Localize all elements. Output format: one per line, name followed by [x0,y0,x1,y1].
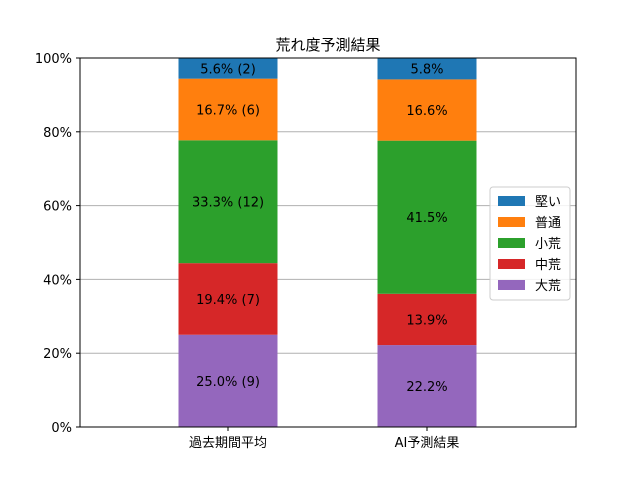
bar-segment [377,293,477,346]
legend-label: 小荒 [535,237,561,252]
chart-title: 荒れ度予測結果 [275,36,380,54]
y-tick-label: 80% [43,126,72,141]
plot-frame [79,57,577,428]
bar-segment [178,58,278,79]
bar-segment [377,58,477,80]
y-tick-label: 20% [43,347,72,362]
bar-segment-label: 5.8% [410,63,443,78]
bar-segment [178,263,278,335]
bar-segment-label: 19.4% (7) [196,293,260,308]
legend-box [489,186,571,301]
y-tick-label: 0% [51,421,72,436]
y-axis: 0% 20% 40% 60% 80% 100% [35,52,80,436]
bar-segment-label: 41.5% [406,211,447,226]
y-tick-label: 40% [43,273,72,288]
bar-segment [377,79,477,141]
y-tick-label: 100% [35,52,72,67]
bar-segment-label: 5.6% (2) [200,62,256,77]
bar-segment-label: 33.3% (12) [192,196,264,211]
bar-segment [178,140,278,264]
legend-label: 堅い [535,195,561,210]
legend-label: 普通 [535,216,561,231]
bars: 25.0% (9) 19.4% (7) 33.3% (12) 16.7% (6) 5.6… [178,58,477,427]
bar-segment-label: 22.2% [406,380,447,395]
x-tick-label: 過去期間平均 [189,436,267,451]
legend-swatch [498,217,525,227]
x-tick-label: AI予測結果 [395,436,460,451]
legend-swatch [498,259,525,269]
legend-swatch [498,280,525,290]
bar-segment [178,78,278,141]
y-tick-label: 60% [43,200,72,215]
bar-segment [377,345,477,427]
bar-segment [178,334,278,427]
bar-segment-label: 25.0% (9) [196,375,260,390]
x-axis: 過去期間平均 AI予測結果 [189,427,459,451]
legend-label: 中荒 [535,258,561,273]
legend-swatch [498,238,525,248]
legend-label: 大荒 [535,279,561,294]
legend-swatch [498,196,525,206]
bar-segment-label: 13.9% [406,313,447,328]
bar-segment-label: 16.7% (6) [196,103,260,118]
bar-segment [377,140,477,294]
bar-segment-label: 16.6% [406,104,447,119]
